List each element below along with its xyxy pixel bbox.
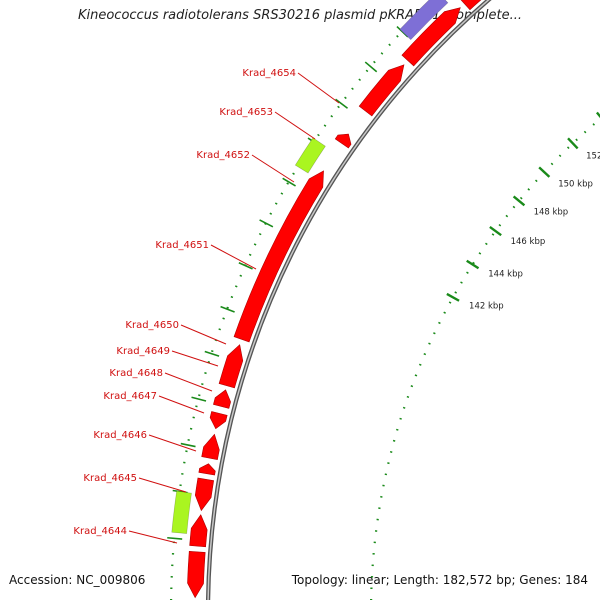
lime-feature xyxy=(294,137,326,174)
gene-leader-line xyxy=(138,477,187,493)
gene-leader-line xyxy=(251,154,295,183)
gene-block xyxy=(218,344,244,389)
gene-marker xyxy=(282,177,296,187)
gene-leader-line xyxy=(148,434,197,452)
gene-block xyxy=(460,0,482,11)
gene-marker xyxy=(204,350,220,357)
gene-marker xyxy=(238,262,253,270)
tick-label: 148 kbp xyxy=(534,207,569,217)
gene-block xyxy=(194,477,215,512)
gene-leader-line xyxy=(128,530,178,544)
gene-block xyxy=(187,550,206,599)
gene-label: Krad_4647 xyxy=(103,391,157,402)
gene-marker xyxy=(191,396,207,402)
tick-label: 144 kbp xyxy=(488,270,523,280)
gene-marker xyxy=(335,98,349,109)
gene-leader-line xyxy=(164,372,213,392)
gene-marker xyxy=(180,442,196,448)
gene-leader-line xyxy=(210,244,257,270)
tick-mark xyxy=(512,195,526,207)
accession-text: Accession: NC_009806 xyxy=(9,573,146,587)
gene-label: Krad_4651 xyxy=(155,240,209,251)
tick-mark xyxy=(567,137,579,150)
purple-feature xyxy=(399,0,449,41)
tick-mark xyxy=(595,111,600,119)
gene-block xyxy=(209,411,228,430)
summary-text: Topology: linear; Length: 182,572 bp; Ge… xyxy=(291,573,588,587)
gene-label: Krad_4653 xyxy=(219,107,273,118)
tick-mark xyxy=(446,292,460,302)
genes-value: 184 xyxy=(565,573,588,587)
gene-label: Krad_4645 xyxy=(83,473,137,484)
gene-block xyxy=(233,170,324,343)
gene-label: Krad_4649 xyxy=(116,346,170,357)
gene-block xyxy=(201,433,220,461)
gene-marker xyxy=(396,26,409,38)
gene-leader-line xyxy=(171,350,219,367)
tick-mark xyxy=(466,259,480,270)
tick-label: 150 kbp xyxy=(558,179,593,189)
backbone-highlight xyxy=(207,0,490,600)
gene-label: Krad_4646 xyxy=(93,430,147,441)
gene-label: Krad_4650 xyxy=(125,320,179,331)
gene-block xyxy=(213,389,231,409)
gene-label: Krad_4648 xyxy=(109,368,163,379)
gene-block xyxy=(189,514,208,548)
gene-block xyxy=(401,7,461,67)
gene-label: Krad_4652 xyxy=(196,150,250,161)
gene-leader-line xyxy=(158,395,205,414)
gene-marker xyxy=(167,536,183,540)
gene-block xyxy=(334,133,352,149)
outer-dotted-ring xyxy=(170,0,435,600)
gene-marker xyxy=(259,219,274,228)
inner-dotted-ring xyxy=(370,117,600,600)
gene-block xyxy=(198,463,216,476)
gene-leader-line xyxy=(274,111,316,140)
tick-mark xyxy=(538,166,551,178)
gene-marker xyxy=(364,61,378,73)
gene-leader-line xyxy=(297,72,340,104)
gene-label: Krad_4644 xyxy=(73,526,127,537)
gene-marker xyxy=(220,305,235,313)
length-value: 182,572 bp xyxy=(442,573,512,587)
topology-value: linear xyxy=(351,573,386,587)
gene-leader-line xyxy=(180,324,227,345)
lime-feature xyxy=(171,490,192,534)
tick-label: 152 kbp xyxy=(586,151,600,161)
accession-value: NC_009806 xyxy=(76,573,146,587)
gene-label: Krad_4654 xyxy=(242,68,296,79)
tick-label: 142 kbp xyxy=(469,302,504,312)
gene-block xyxy=(358,64,405,117)
tick-label: 146 kbp xyxy=(511,237,546,247)
tick-mark xyxy=(489,225,502,237)
